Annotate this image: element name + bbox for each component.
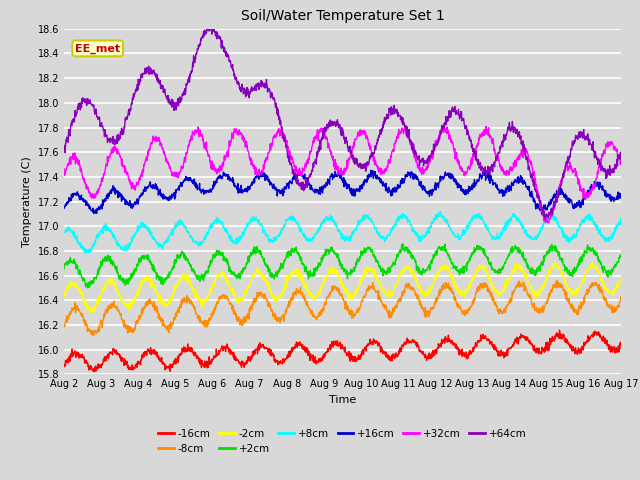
+8cm (297, 226, 305, 231)
+16cm (538, 212, 545, 217)
+32cm (103, 163, 111, 169)
-8cm (318, 309, 326, 315)
+16cm (126, 198, 134, 204)
-2cm (87, 310, 95, 315)
+32cm (440, 122, 448, 128)
+64cm (103, 134, 111, 140)
+16cm (378, 177, 385, 182)
Line: -2cm: -2cm (64, 262, 621, 312)
+8cm (378, 235, 385, 241)
-8cm (89, 333, 97, 338)
-16cm (126, 364, 134, 370)
+16cm (60, 205, 68, 211)
+8cm (126, 241, 134, 247)
+8cm (104, 225, 111, 230)
Line: +8cm: +8cm (64, 212, 621, 253)
+8cm (308, 238, 316, 243)
+64cm (378, 130, 385, 136)
+16cm (103, 195, 111, 201)
+64cm (308, 167, 316, 173)
+16cm (318, 189, 326, 194)
Legend: -16cm, -8cm, -2cm, +2cm, +8cm, +16cm, +32cm, +64cm: -16cm, -8cm, -2cm, +2cm, +8cm, +16cm, +3… (154, 424, 531, 458)
-16cm (90, 369, 98, 374)
+32cm (296, 170, 304, 176)
-2cm (378, 286, 385, 291)
-8cm (554, 277, 561, 283)
+8cm (81, 250, 89, 256)
Line: +16cm: +16cm (64, 170, 621, 215)
+2cm (104, 256, 111, 262)
+64cm (126, 108, 134, 114)
+2cm (126, 277, 134, 283)
-8cm (297, 285, 305, 290)
+32cm (377, 169, 385, 175)
Line: -8cm: -8cm (64, 280, 621, 336)
+32cm (617, 157, 625, 163)
+64cm (297, 182, 305, 188)
+64cm (318, 137, 326, 143)
Title: Soil/Water Temperature Set 1: Soil/Water Temperature Set 1 (241, 10, 444, 24)
-16cm (297, 342, 305, 348)
-8cm (104, 304, 111, 310)
+2cm (297, 258, 305, 264)
-8cm (308, 310, 316, 316)
-2cm (126, 300, 134, 306)
+32cm (318, 129, 326, 135)
-2cm (297, 275, 305, 281)
+8cm (318, 219, 326, 225)
+2cm (318, 258, 326, 264)
-16cm (104, 353, 111, 359)
-2cm (318, 283, 326, 288)
-2cm (617, 277, 625, 283)
+8cm (60, 228, 68, 234)
+64cm (617, 154, 625, 159)
Text: EE_met: EE_met (75, 43, 120, 54)
-16cm (556, 327, 563, 333)
+8cm (617, 216, 625, 221)
-16cm (378, 343, 385, 349)
-2cm (104, 278, 111, 284)
-16cm (308, 354, 316, 360)
+2cm (378, 269, 385, 275)
+8cm (436, 209, 444, 215)
+2cm (399, 241, 406, 247)
+16cm (367, 168, 374, 173)
+64cm (541, 217, 549, 223)
Line: +2cm: +2cm (64, 244, 621, 288)
Line: +64cm: +64cm (64, 26, 621, 220)
+32cm (126, 177, 134, 182)
-16cm (318, 357, 326, 363)
+2cm (84, 285, 92, 291)
-8cm (378, 298, 385, 303)
+64cm (60, 143, 68, 149)
+16cm (308, 187, 316, 192)
-8cm (617, 294, 625, 300)
Line: -16cm: -16cm (64, 330, 621, 372)
+16cm (617, 192, 625, 198)
Line: +32cm: +32cm (64, 125, 621, 223)
Y-axis label: Temperature (C): Temperature (C) (22, 156, 32, 247)
-16cm (617, 339, 625, 345)
+32cm (308, 144, 316, 150)
+16cm (296, 170, 304, 176)
+32cm (60, 166, 68, 172)
+2cm (617, 252, 625, 258)
-2cm (60, 293, 68, 299)
X-axis label: Time: Time (329, 395, 356, 405)
+2cm (308, 270, 316, 276)
+64cm (209, 23, 216, 29)
-16cm (60, 364, 68, 370)
+32cm (544, 220, 552, 226)
+2cm (60, 266, 68, 272)
-8cm (60, 324, 68, 330)
-8cm (126, 328, 134, 334)
-2cm (308, 294, 316, 300)
-2cm (588, 259, 596, 265)
